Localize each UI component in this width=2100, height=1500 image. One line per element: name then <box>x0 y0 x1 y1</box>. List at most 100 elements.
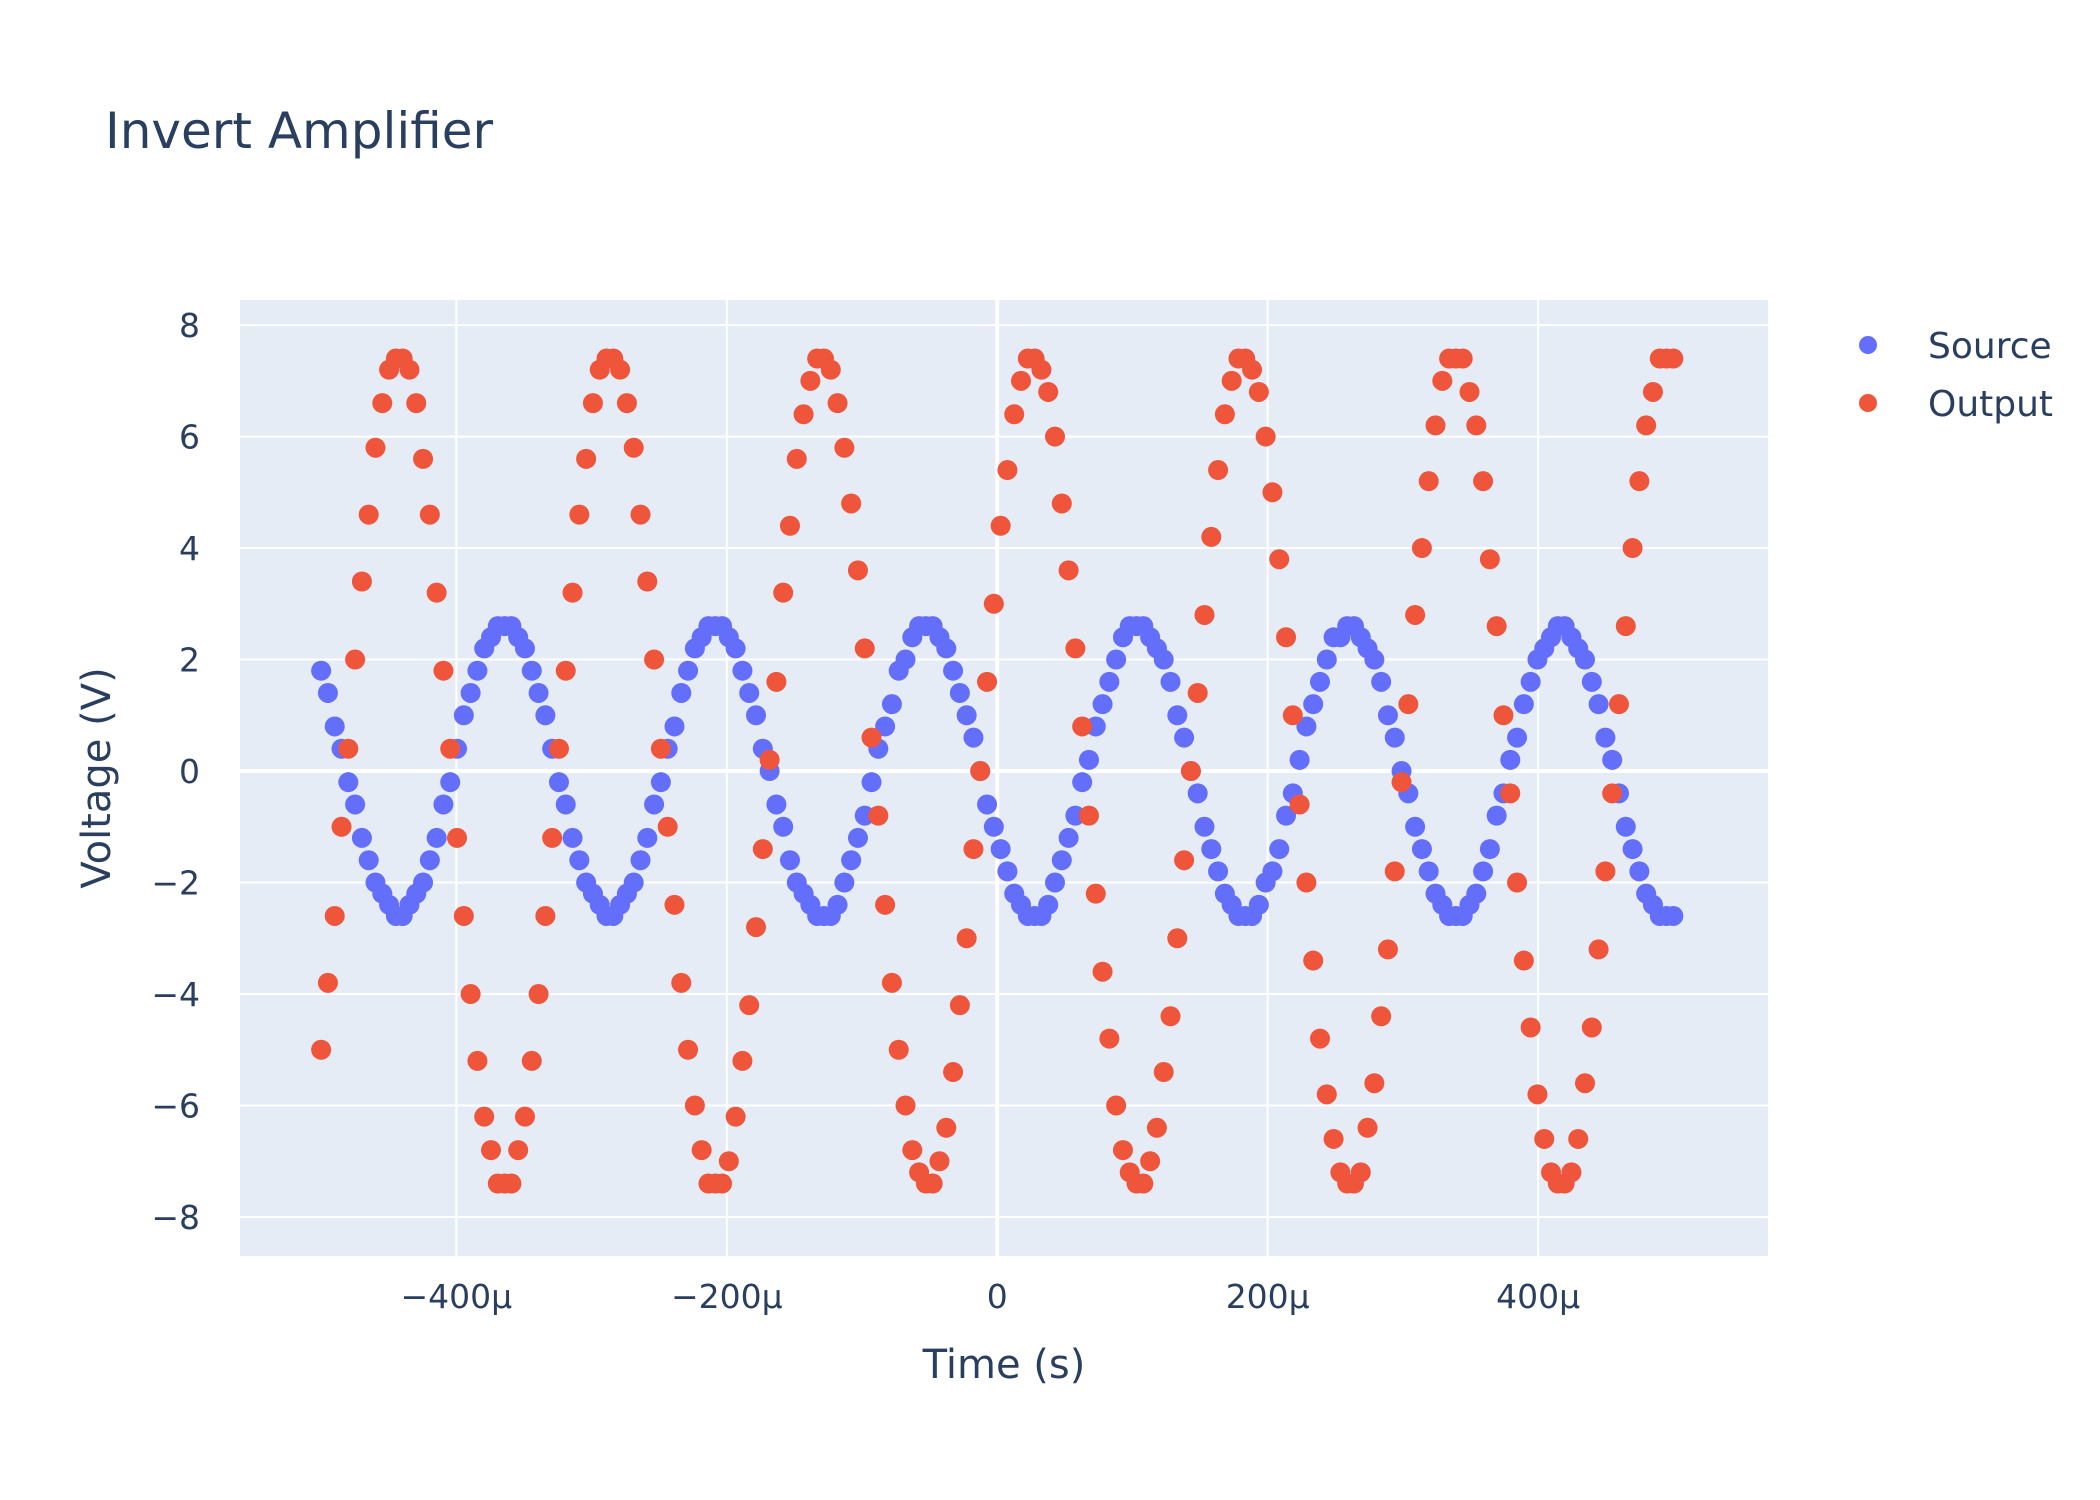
data-point <box>1418 471 1439 492</box>
data-point <box>1180 761 1201 782</box>
data-point <box>1282 705 1303 726</box>
data-point <box>521 660 542 681</box>
data-point <box>1058 560 1079 581</box>
data-point <box>1432 370 1453 391</box>
data-point <box>324 905 345 926</box>
data-point <box>1045 872 1065 893</box>
data-point <box>440 772 461 793</box>
data-point <box>786 448 807 469</box>
data-point <box>358 850 379 871</box>
data-point <box>467 660 488 681</box>
y-tick-label: 6 <box>179 418 200 457</box>
data-point <box>1276 627 1297 648</box>
y-tick-labels: −8 −6 −4 −2 0 2 4 6 8 <box>151 306 200 1237</box>
data-point <box>1160 1006 1181 1027</box>
data-point <box>440 738 461 759</box>
data-point <box>1153 649 1174 670</box>
data-point <box>841 493 862 514</box>
data-point <box>1174 850 1195 871</box>
data-point <box>1303 694 1324 715</box>
chart-title: Invert Amplifier <box>105 102 494 160</box>
data-point <box>977 671 998 692</box>
data-point <box>644 794 665 815</box>
data-point <box>514 1106 535 1127</box>
data-point <box>664 894 685 915</box>
data-point <box>963 727 984 748</box>
data-point <box>548 738 569 759</box>
series-output <box>311 348 1684 1194</box>
data-point <box>514 638 535 659</box>
data-point <box>351 571 372 592</box>
data-point <box>983 593 1004 614</box>
data-point <box>1208 861 1229 882</box>
data-point <box>345 794 366 815</box>
data-point <box>1078 805 1099 826</box>
data-point <box>345 649 366 670</box>
data-point <box>800 370 821 391</box>
data-point <box>1513 694 1534 715</box>
data-point <box>1106 1095 1127 1116</box>
data-point <box>746 917 767 938</box>
data-point <box>664 716 685 737</box>
data-point <box>311 660 332 681</box>
x-tick-labels: −400μ −200μ 0 200μ 400μ <box>401 1277 1581 1316</box>
data-point <box>888 1039 909 1060</box>
data-point <box>1575 1073 1596 1094</box>
legend-item-output[interactable]: Output <box>1859 384 2053 425</box>
data-point <box>1459 381 1480 402</box>
data-point <box>732 660 753 681</box>
data-point <box>1391 772 1412 793</box>
x-tick-label: −400μ <box>401 1277 513 1316</box>
data-point <box>739 995 760 1016</box>
data-point <box>1051 493 1072 514</box>
data-point <box>746 705 767 726</box>
data-point <box>1072 772 1093 793</box>
data-point <box>773 582 794 603</box>
data-point <box>1561 1162 1582 1183</box>
data-point <box>399 359 420 380</box>
data-point <box>311 1039 332 1060</box>
data-point <box>1242 359 1263 380</box>
data-point <box>1296 716 1317 737</box>
data-point <box>1167 928 1188 949</box>
data-point <box>637 827 658 848</box>
data-point <box>1058 827 1079 848</box>
y-tick-label: 8 <box>179 306 200 345</box>
data-point <box>671 972 692 993</box>
data-point <box>773 816 794 837</box>
data-point <box>1072 716 1093 737</box>
data-point <box>413 448 434 469</box>
data-point <box>1520 671 1541 692</box>
data-point <box>1466 415 1487 436</box>
data-point <box>1520 1017 1541 1038</box>
data-point <box>1296 872 1317 893</box>
data-point <box>1262 482 1283 503</box>
data-point <box>1092 694 1113 715</box>
data-point <box>1133 1173 1154 1194</box>
data-point <box>1473 861 1494 882</box>
data-point <box>1377 939 1398 960</box>
data-point <box>1106 649 1127 670</box>
data-point <box>637 571 658 592</box>
data-point <box>1513 950 1534 971</box>
data-point <box>1194 816 1215 837</box>
data-point <box>528 984 549 1005</box>
data-point <box>847 560 868 581</box>
data-point <box>1622 538 1643 559</box>
data-point <box>1262 861 1283 882</box>
legend-item-source[interactable]: Source <box>1859 326 2052 367</box>
y-tick-label: −6 <box>151 1086 200 1125</box>
data-point <box>881 694 902 715</box>
data-point <box>1038 381 1059 402</box>
data-point <box>406 393 427 414</box>
data-point <box>1316 649 1337 670</box>
data-point <box>854 638 875 659</box>
data-point <box>997 861 1018 882</box>
data-point <box>936 1117 957 1138</box>
data-point <box>1051 850 1072 871</box>
data-point <box>1473 471 1494 492</box>
data-point <box>847 827 868 848</box>
data-point <box>766 671 787 692</box>
data-point <box>779 515 800 536</box>
data-point <box>1486 805 1507 826</box>
